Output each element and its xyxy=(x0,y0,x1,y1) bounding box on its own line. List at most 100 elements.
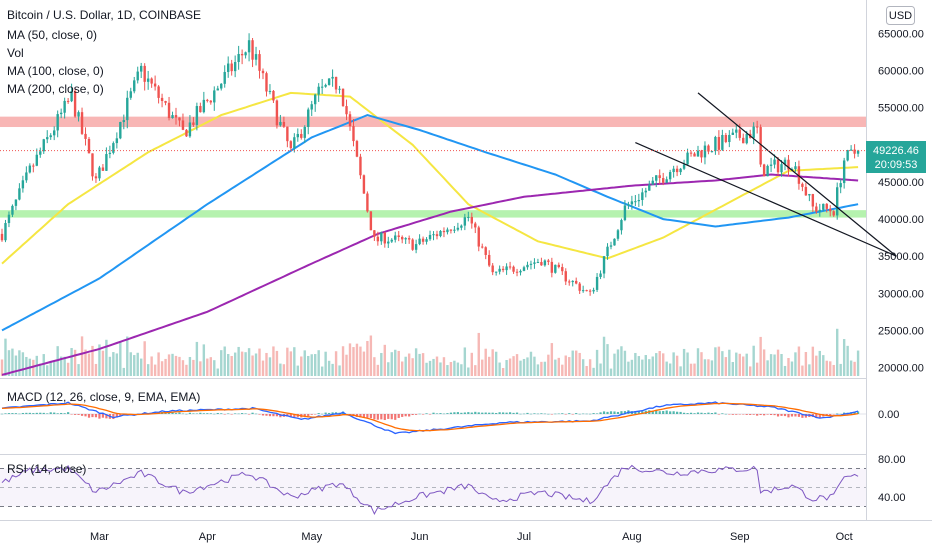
candle-body xyxy=(453,229,456,231)
rsi-legend[interactable]: RSI (14, close) xyxy=(7,462,86,476)
candle-body xyxy=(609,245,613,247)
volume-bar xyxy=(293,347,296,376)
volume-bar xyxy=(578,352,581,376)
macd-histogram-bar xyxy=(686,413,689,414)
candle-body xyxy=(651,180,654,185)
macd-histogram-bar xyxy=(728,414,731,415)
candle-body xyxy=(63,100,66,113)
legend-ma100[interactable]: MA (100, close, 0) xyxy=(7,64,104,78)
volume-bar xyxy=(11,348,14,376)
macd-histogram-bar xyxy=(119,414,122,417)
legend-ma50[interactable]: MA (50, close, 0) xyxy=(7,28,97,42)
macd-histogram-bar xyxy=(49,412,52,414)
candle-body xyxy=(467,216,470,218)
macd-histogram-bar xyxy=(432,412,435,414)
macd-histogram-bar xyxy=(446,413,449,414)
currency-button-frame[interactable] xyxy=(886,6,915,25)
candle-body xyxy=(822,203,825,210)
volume-bar xyxy=(470,352,473,376)
candle-body xyxy=(133,80,136,92)
macd-histogram-bar xyxy=(185,413,188,415)
candle-body xyxy=(637,200,641,202)
candle-body xyxy=(171,115,174,119)
volume-bar xyxy=(550,343,554,376)
support-zone xyxy=(0,210,866,218)
candle-body xyxy=(213,90,216,103)
macd-histogram-bar xyxy=(373,414,376,420)
currency-button[interactable]: USD xyxy=(886,6,915,25)
volume-bar xyxy=(414,348,418,376)
volume-bar xyxy=(446,365,449,376)
volume-bar xyxy=(581,359,585,376)
candle-body xyxy=(627,204,630,206)
price-tick-label: 55000.00 xyxy=(878,103,924,115)
candle-body xyxy=(432,234,435,236)
candle-body xyxy=(836,187,839,216)
ma-line-1 xyxy=(1,114,859,332)
candle-body xyxy=(136,71,139,81)
volume-bar xyxy=(265,352,268,376)
macd-histogram-bar xyxy=(244,413,247,414)
volume-bar xyxy=(728,349,731,376)
candle-body xyxy=(94,176,98,179)
macd-histogram-bar xyxy=(665,410,668,414)
candle-body xyxy=(526,264,529,268)
candle-body xyxy=(310,104,313,110)
volume-bar xyxy=(133,355,136,376)
volume-bar xyxy=(630,359,634,376)
volume-bar xyxy=(467,367,470,376)
candle-body xyxy=(435,234,439,237)
macd-histogram-bar xyxy=(275,414,279,417)
currency-button-label[interactable]: USD xyxy=(889,10,912,22)
volume-bar xyxy=(66,362,70,376)
volume-bar xyxy=(369,335,373,376)
candle-body xyxy=(258,54,261,71)
candle-body xyxy=(411,239,414,250)
macd-histogram-bar xyxy=(613,411,616,414)
candle-body xyxy=(571,280,574,283)
candle-body xyxy=(401,236,404,240)
volume-bar xyxy=(397,350,400,376)
macd-histogram-bar xyxy=(790,414,794,417)
volume-bar xyxy=(129,352,132,376)
moving-averages-layer xyxy=(1,91,859,376)
volume-bar xyxy=(505,360,508,376)
candle-body xyxy=(780,164,783,173)
macd-histogram-bar xyxy=(759,414,762,416)
volume-bar xyxy=(70,348,73,376)
volume-bar xyxy=(223,346,226,376)
volume-bar xyxy=(515,354,519,376)
macd-histogram-bar xyxy=(776,414,780,417)
volume-bar xyxy=(839,363,842,376)
candle-body xyxy=(362,175,366,194)
volume-bar xyxy=(634,352,637,376)
macd-histogram-bar xyxy=(32,413,35,414)
legend-vol[interactable]: Vol xyxy=(7,46,24,60)
volume-bar xyxy=(373,357,376,376)
volume-bar xyxy=(759,336,762,376)
macd-histogram-bar xyxy=(460,412,463,414)
candle-body xyxy=(460,225,463,228)
candle-body xyxy=(129,91,132,98)
macd-histogram-bar xyxy=(595,413,599,414)
volume-bar xyxy=(7,350,11,376)
volume-bar xyxy=(220,350,223,376)
candle-body xyxy=(425,239,428,242)
volume-bar xyxy=(696,348,700,376)
candle-body xyxy=(77,112,80,117)
macd-histogram-bar xyxy=(359,414,362,418)
candle-body xyxy=(126,97,129,121)
volume-bar xyxy=(171,353,174,376)
time-axis[interactable]: Mar Apr May Jun Jul Aug Sep Oct xyxy=(90,531,853,543)
volume-bar xyxy=(815,355,818,376)
candle-body xyxy=(359,156,362,176)
candle-body xyxy=(338,88,341,90)
macd-histogram-bar xyxy=(550,414,553,415)
candle-body xyxy=(491,265,494,273)
macd-histogram-bar xyxy=(237,413,240,415)
volume-bar xyxy=(731,362,734,376)
macd-legend[interactable]: MACD (12, 26, close, 9, EMA, EMA) xyxy=(7,390,200,404)
legend-ma200[interactable]: MA (200, close, 0) xyxy=(7,82,104,96)
candle-body xyxy=(588,290,592,292)
volume-bar xyxy=(533,356,536,376)
